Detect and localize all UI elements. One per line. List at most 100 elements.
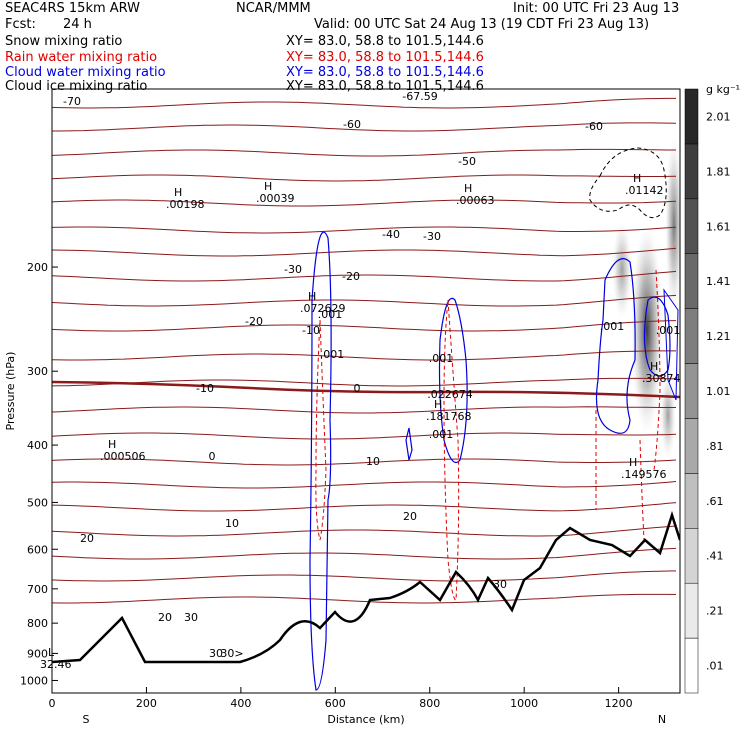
x-tick-label: 0 [49, 697, 56, 710]
y-tick-label: 700 [27, 583, 48, 596]
extremum-value: .00198 [166, 198, 205, 211]
temp-label: 0 [354, 382, 361, 395]
rain-water-contours [315, 269, 661, 601]
colorbar-level: .61 [706, 495, 724, 508]
temp-label: 30> [220, 647, 243, 660]
contour-value: .022674 [427, 388, 473, 401]
x-tick-label: 200 [136, 697, 157, 710]
temp-label: -20 [245, 315, 263, 328]
colorbar-band [684, 473, 699, 529]
colorbar-level: .81 [706, 440, 724, 453]
temp-label: -67.59 [402, 90, 437, 103]
header: SEAC4RS 15km ARW NCAR/MMM Init: 00 UTC F… [0, 0, 740, 95]
temp-label: -30 [284, 263, 302, 276]
extremum-letter: H [308, 290, 316, 303]
colorbar-band [684, 143, 699, 200]
contour-value: .001 [320, 348, 345, 361]
extremum-value: .181768 [426, 410, 472, 423]
colorbar-level: 1.01 [706, 385, 731, 398]
colorbar-band [684, 637, 699, 694]
cloud-water-contours [309, 231, 679, 691]
x-tick-label: 800 [419, 697, 440, 710]
extremum-value: .072629 [300, 302, 346, 315]
colorbar-level: .21 [706, 605, 724, 618]
field-name-cloud-ice: Cloud ice mixing ratio [5, 79, 148, 94]
temp-label: 10 [366, 455, 380, 468]
chart-marks: -70 -67.59 -60 -60 -50 -40 -30 -30 -20 -20 -10 -10 0… [40, 90, 681, 671]
temp-label: 30 [209, 647, 223, 660]
contour-value: .001 [318, 308, 343, 321]
field-xy-cloud-ice: XY= 83.0, 58.8 to 101.5,144.6 [286, 79, 484, 94]
field-xy-rain: XY= 83.0, 58.8 to 101.5,144.6 [286, 50, 484, 65]
field-name-rain: Rain water mixing ratio [5, 50, 158, 65]
x-tick-label: 1000 [510, 697, 538, 710]
extremum-letter: H [464, 182, 472, 195]
temp-label: -50 [458, 155, 476, 168]
temp-label: -40 [382, 228, 400, 241]
org-label: NCAR/MMM [236, 1, 311, 16]
fcst-value: 24 h [63, 17, 92, 32]
extremum-letter: H [629, 456, 637, 469]
colorbar-band [684, 308, 699, 364]
terrain [52, 510, 680, 664]
y-tick-label: 800 [27, 617, 48, 630]
contour-value: .001 [429, 352, 454, 365]
field-xy-cloud-water: XY= 83.0, 58.8 to 101.5,144.6 [286, 65, 484, 80]
extremum-letter: H [633, 172, 641, 185]
temp-label: -70 [63, 95, 81, 108]
y-tick-label: 400 [27, 439, 48, 452]
temp-label: -60 [343, 118, 361, 131]
y-tick-label: 900 [27, 647, 48, 660]
temperature-contours [52, 97, 680, 604]
x-tick-label: 1200 [605, 697, 633, 710]
field-name-cloud-water: Cloud water mixing ratio [5, 65, 166, 80]
y-tick-label: 500 [27, 496, 48, 509]
x-axis-label: Distance (km) [327, 713, 404, 726]
snow-contours [589, 147, 667, 219]
init-time: Init: 00 UTC Fri 23 Aug 13 [513, 1, 680, 16]
extremum-letter: H [174, 186, 182, 199]
colorbar-level: 2.01 [706, 110, 731, 123]
temp-label: -20 [342, 270, 360, 283]
colorbar-level: .41 [706, 550, 724, 563]
extremum-letter: H [108, 438, 116, 451]
temp-label: 30 [493, 578, 507, 591]
valid-time: Valid: 00 UTC Sat 24 Aug 13 (19 CDT Fri … [314, 17, 650, 32]
field-name-snow: Snow mixing ratio [5, 34, 123, 49]
temp-label: -60 [585, 120, 603, 133]
mixing-ratio-shading [612, 135, 680, 460]
colorbar-band [684, 253, 699, 309]
colorbar-level: 1.21 [706, 330, 731, 343]
extremum-value: .00039 [256, 192, 295, 205]
extremum-letter: H [650, 360, 658, 373]
plot-frame [51, 88, 681, 694]
x-tick-label: 400 [230, 697, 251, 710]
endpoint-left: S [83, 713, 90, 726]
colorbar-level: 1.61 [706, 220, 731, 233]
colorbar-level: 1.41 [706, 275, 731, 288]
field-xy-snow: XY= 83.0, 58.8 to 101.5,144.6 [286, 34, 484, 49]
colorbar-band [684, 528, 699, 584]
colorbar-level: 1.81 [706, 165, 731, 178]
y-axis-label: Pressure (hPa) [4, 352, 17, 431]
colorbar-level: .01 [706, 660, 724, 673]
extremum-value: .01142 [625, 184, 664, 197]
colorbar-unit: g kg⁻¹ [706, 83, 740, 96]
colorbar-band [684, 363, 699, 419]
extremum-value: .00063 [456, 194, 495, 207]
extremum-value: .149576 [621, 468, 667, 481]
temp-label: -10 [196, 382, 214, 395]
temp-label: -10 [302, 324, 320, 337]
colorbar: .01 .21 .41 .61 .81 1.01 1.21 1.41 1.61 1.81 2.01 g… [684, 83, 740, 694]
temp-label: 10 [225, 517, 239, 530]
extremum-value: .30874 [642, 372, 681, 385]
y-tick-label: 200 [27, 261, 48, 274]
y-tick-label: 600 [27, 543, 48, 556]
contour-value: .001 [429, 428, 454, 441]
extremum-letter: H [434, 398, 442, 411]
temp-label: 0 [209, 450, 216, 463]
extremum-letter: H [264, 180, 272, 193]
extremum-value: .000506 [100, 450, 146, 463]
temp-label: 30 [184, 611, 198, 624]
